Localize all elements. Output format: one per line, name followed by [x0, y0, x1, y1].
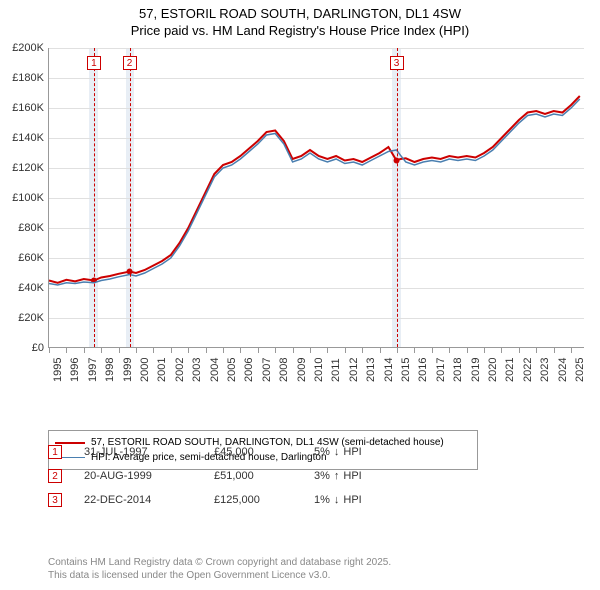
x-axis-tick-label: 1995: [52, 358, 64, 382]
sale-marker-icon: 3: [48, 493, 62, 507]
x-axis-tick-label: 2008: [278, 358, 290, 382]
x-axis-tick-label: 2002: [174, 358, 186, 382]
sale-date: 31-JUL-1997: [84, 446, 214, 458]
y-axis-tick-label: £0: [0, 342, 44, 354]
event-vline: [130, 48, 131, 347]
x-axis-tick-label: 2006: [243, 358, 255, 382]
y-axis-tick-label: £100K: [0, 192, 44, 204]
x-axis-tick-label: 2001: [156, 358, 168, 382]
sales-row: 3 22-DEC-2014 £125,000 1% HPI: [48, 488, 404, 512]
event-marker-icon: 2: [123, 56, 137, 70]
x-axis-tick-label: 2005: [226, 358, 238, 382]
x-axis-tick-label: 2019: [470, 358, 482, 382]
sale-date: 20-AUG-1999: [84, 470, 214, 482]
x-axis-tick-label: 1998: [104, 358, 116, 382]
x-axis-tick-label: 2016: [417, 358, 429, 382]
sales-row: 1 31-JUL-1997 £45,000 5% HPI: [48, 440, 404, 464]
sale-marker-icon: 2: [48, 469, 62, 483]
sale-delta: 1% HPI: [314, 494, 404, 506]
x-axis-tick-label: 2004: [209, 358, 221, 382]
x-axis-tick-label: 1997: [87, 358, 99, 382]
y-axis-tick-label: £60K: [0, 252, 44, 264]
sale-date: 22-DEC-2014: [84, 494, 214, 506]
chart-area: 123 57, ESTORIL ROAD SOUTH, DARLINGTON, …: [0, 40, 600, 420]
x-axis-tick-label: 2022: [522, 358, 534, 382]
plot-area: 1 2 3: [48, 48, 584, 348]
sale-delta: 5% HPI: [314, 446, 404, 458]
x-axis-tick-label: 2017: [435, 358, 447, 382]
x-axis-tick-label: 1999: [122, 358, 134, 382]
y-axis-tick-label: £160K: [0, 102, 44, 114]
chart-container: 57, ESTORIL ROAD SOUTH, DARLINGTON, DL1 …: [0, 0, 600, 590]
event-marker-icon: 3: [390, 56, 404, 70]
x-axis-tick-label: 2015: [400, 358, 412, 382]
sale-price: £45,000: [214, 446, 314, 458]
x-axis-tick-label: 2007: [261, 358, 273, 382]
chart-title-block: 57, ESTORIL ROAD SOUTH, DARLINGTON, DL1 …: [0, 0, 600, 40]
x-axis-tick-label: 2014: [383, 358, 395, 382]
event-vline: [397, 48, 398, 347]
x-axis-tick-label: 2003: [191, 358, 203, 382]
x-axis-tick-label: 2011: [330, 358, 342, 382]
x-axis-tick-label: 2020: [487, 358, 499, 382]
sales-table: 1 31-JUL-1997 £45,000 5% HPI 2 20-AUG-19…: [48, 440, 404, 512]
y-axis-tick-label: £40K: [0, 282, 44, 294]
sale-price: £51,000: [214, 470, 314, 482]
y-axis-tick-label: £200K: [0, 42, 44, 54]
x-axis-tick-label: 2012: [348, 358, 360, 382]
arrow-icon: [334, 494, 340, 506]
x-axis-tick-label: 2025: [574, 358, 586, 382]
title-line-1: 57, ESTORIL ROAD SOUTH, DARLINGTON, DL1 …: [0, 6, 600, 23]
x-axis-tick-label: 2021: [504, 358, 516, 382]
y-axis-tick-label: £80K: [0, 222, 44, 234]
x-axis-tick-label: 2023: [539, 358, 551, 382]
x-axis-tick-label: 2024: [557, 358, 569, 382]
y-axis-tick-label: £180K: [0, 72, 44, 84]
y-axis-tick-label: £120K: [0, 162, 44, 174]
title-line-2: Price paid vs. HM Land Registry's House …: [0, 23, 600, 40]
arrow-icon: [334, 446, 340, 458]
event-vline: [94, 48, 95, 347]
x-axis-tick-label: 1996: [69, 358, 81, 382]
arrow-icon: [334, 470, 340, 482]
sales-row: 2 20-AUG-1999 £51,000 3% HPI: [48, 464, 404, 488]
x-axis-tick-label: 2000: [139, 358, 151, 382]
y-axis-tick-label: £140K: [0, 132, 44, 144]
sale-delta: 3% HPI: [314, 470, 404, 482]
event-marker-icon: 1: [87, 56, 101, 70]
x-axis-tick-label: 2010: [313, 358, 325, 382]
x-axis-tick-label: 2018: [452, 358, 464, 382]
attribution-text: Contains HM Land Registry data © Crown c…: [48, 556, 588, 582]
sale-marker-icon: 1: [48, 445, 62, 459]
x-axis-tick-label: 2013: [365, 358, 377, 382]
x-axis-tick-label: 2009: [296, 358, 308, 382]
sale-price: £125,000: [214, 494, 314, 506]
y-axis-tick-label: £20K: [0, 312, 44, 324]
